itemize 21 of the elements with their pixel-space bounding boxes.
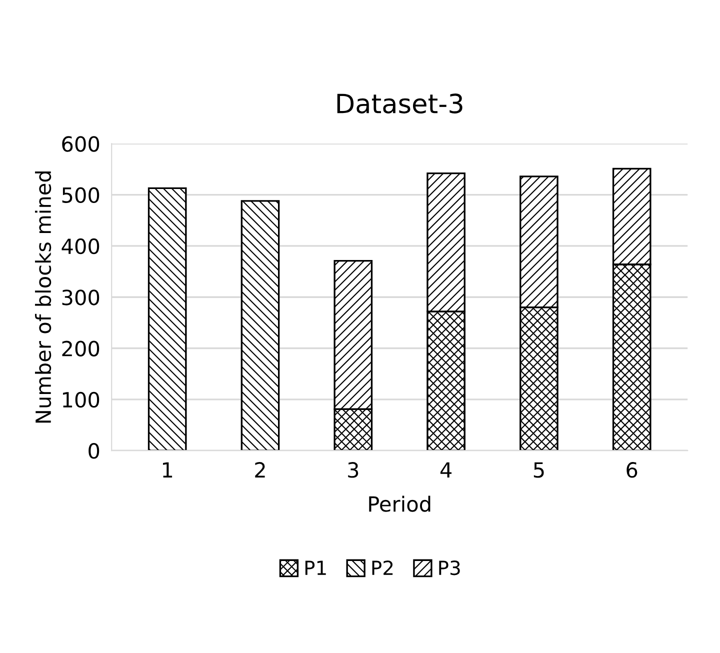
y-tick-label: 500 [62,187,100,204]
y-tick-label: 200 [62,340,100,356]
legend-label: P2 [372,560,393,575]
y-axis-title: Number of blocks mined [35,171,52,423]
x-tick-label: 6 [626,462,638,478]
x-tick-label: 1 [163,462,172,478]
x-tick-label: 3 [348,462,358,478]
chart-title: Dataset-3 [337,94,462,114]
x-axis-title: Period [369,496,430,512]
legend-label: P3 [439,560,460,576]
x-tick-label: 2 [255,462,265,478]
x-tick-label: 5 [534,462,544,478]
legend-label: P1 [305,560,326,575]
x-tick-label: 4 [440,462,452,478]
y-tick-label: 100 [63,392,100,408]
bar [148,187,187,451]
bar [240,200,280,451]
y-tick-label: 400 [62,238,100,254]
y-tick-label: 0 [88,443,100,459]
y-tick-label: 300 [62,290,100,306]
y-tick-label: 600 [62,136,100,152]
